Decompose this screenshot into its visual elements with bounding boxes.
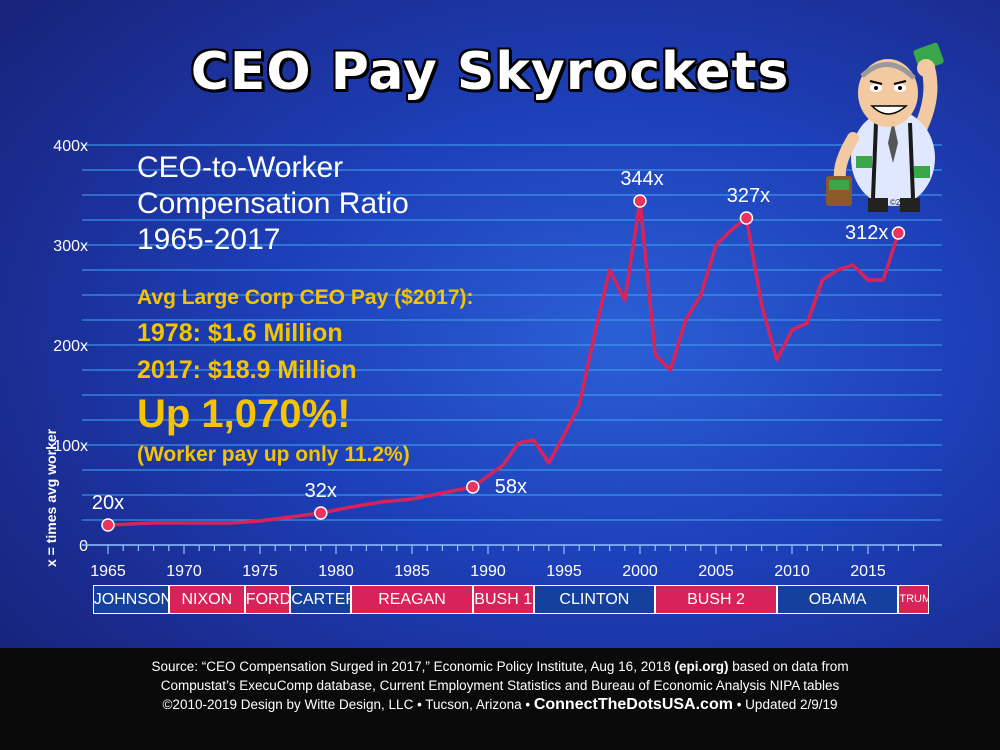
cartoon-ceo-icon: [826, 42, 944, 212]
annotation-layer: 20x 32x 58x 344x 327x 312x: [92, 168, 889, 514]
ceo-pay-increase: Up 1,070%!: [137, 392, 351, 436]
data-label: 312x: [845, 222, 888, 244]
data-label: 327x: [727, 185, 770, 207]
x-axis: 1965 1970 1975 1980 1985 1990 1995 2000 2005 2010…: [82, 544, 942, 580]
data-point-marker: [891, 226, 906, 240]
y-tick-label: 0: [79, 538, 88, 555]
subtitle-line: 1965-2017: [137, 223, 281, 256]
subtitle-line: CEO-to-Worker: [137, 151, 344, 184]
data-label: 58x: [495, 476, 527, 498]
ceo-pay-2017: 2017: $18.9 Million: [137, 356, 357, 384]
data-point-marker: [633, 194, 647, 208]
y-axis-label: x = times avg worker: [43, 428, 59, 567]
ceo-pay-heading: Avg Large Corp CEO Pay ($2017):: [137, 286, 474, 309]
data-point-marker: [739, 211, 754, 225]
x-tick-label: 2000: [622, 563, 658, 580]
footer-line: Compustat’s ExecuComp database, Current …: [160, 678, 840, 693]
x-tick-label: 1980: [318, 563, 354, 580]
x-tick-label: 1995: [546, 563, 582, 580]
y-tick-label: 100x: [53, 438, 88, 455]
president-segment: NIXON: [168, 585, 245, 614]
series-line: [107, 199, 901, 527]
series-layer: [107, 199, 901, 527]
president-segment: JOHNSON: [92, 585, 169, 614]
president-segment: BUSH 2: [655, 585, 777, 614]
data-point-marker: [101, 518, 115, 532]
footer-source-tail: based on data from: [728, 659, 849, 674]
worker-pay-note: (Worker pay up only 11.2%): [137, 443, 410, 466]
data-label: 20x: [92, 492, 124, 514]
president-segment: TRUMP: [898, 585, 929, 614]
footer-updated: • Updated 2/9/19: [732, 697, 838, 712]
ceo-pay-1978: 1978: $1.6 Million: [137, 319, 343, 347]
x-tick-label: 2010: [774, 563, 810, 580]
illustration-copyright: ©2012: [890, 198, 914, 207]
president-segment: BUSH 1: [472, 585, 534, 614]
y-axis: 0 100x 200x 300x 400x: [53, 138, 88, 555]
subtitle-line: Compensation Ratio: [137, 187, 409, 220]
y-tick-label: 400x: [53, 138, 88, 155]
data-point-marker: [314, 506, 328, 520]
source-footer: Source: “CEO Compensation Surged in 2017…: [0, 648, 1000, 750]
data-point-marker: [466, 480, 480, 494]
footer-site: ConnectTheDotsUSA.com: [533, 696, 733, 713]
x-tick-label: 2005: [698, 563, 734, 580]
president-segment: FORD: [244, 585, 291, 614]
x-tick-label: 2015: [850, 563, 886, 580]
footer-line: Source: “CEO Compensation Surged in 2017…: [0, 648, 1000, 676]
president-segment: OBAMA: [776, 585, 899, 614]
data-label: 344x: [620, 168, 663, 190]
footer-line: ©2010-2019 Design by Witte Design, LLC •…: [0, 695, 1000, 714]
chart-title: CEO Pay Skyrockets: [190, 42, 790, 102]
footer-source: Source: “CEO Compensation Surged in 2017…: [151, 659, 675, 674]
chart-subtitle: CEO-to-Worker Compensation Ratio 1965-20…: [137, 150, 517, 258]
president-segment: CLINTON: [533, 585, 656, 614]
president-segment: CARTER: [290, 585, 352, 614]
x-tick-label: 1985: [394, 563, 430, 580]
x-tick-label: 1990: [470, 563, 506, 580]
x-tick-label: 1970: [166, 563, 202, 580]
y-tick-label: 200x: [53, 338, 88, 355]
footer-credit: ©2010-2019 Design by Witte Design, LLC •…: [162, 697, 534, 712]
data-label: 32x: [305, 480, 337, 502]
president-segment: REAGAN: [351, 585, 473, 614]
y-tick-label: 300x: [53, 238, 88, 255]
x-tick-label: 1965: [90, 563, 126, 580]
marker-layer: [101, 194, 906, 532]
x-tick-label: 1975: [242, 563, 278, 580]
footer-source-link: (epi.org): [674, 659, 729, 674]
grid-layer: [82, 144, 942, 521]
